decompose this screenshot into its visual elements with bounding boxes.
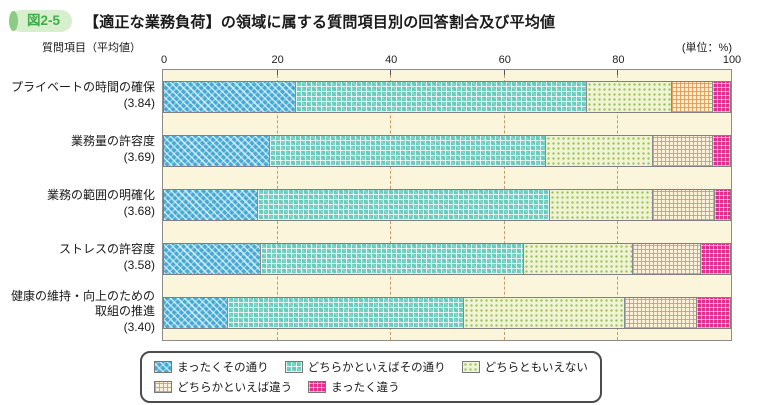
category-name: プライベートの時間の確保 xyxy=(10,80,155,95)
plot-area xyxy=(162,69,732,341)
bar-segment xyxy=(670,82,712,112)
axis-tick-mark xyxy=(617,70,619,75)
bar-segment xyxy=(164,136,270,166)
legend-row: どちらかといえば違う まったく違う xyxy=(154,377,588,397)
category-average: (3.40) xyxy=(123,319,155,334)
category-name: 業務の範囲の明確化 xyxy=(46,188,155,203)
axis-tick: 20 xyxy=(271,54,284,66)
bar-segment xyxy=(269,136,546,166)
legend-item: まったく違う xyxy=(308,379,400,395)
category-name: ストレスの許容度 xyxy=(58,242,155,257)
unit-label: (単位：%) xyxy=(681,42,732,54)
axis-tick: 0 xyxy=(160,54,168,66)
question-items-label: 質問項目（平均値） xyxy=(42,42,141,54)
bar-segment xyxy=(711,82,730,112)
legend-label: どちらかといえばその通り xyxy=(307,362,446,374)
legend-swatch xyxy=(308,381,327,393)
bar-segment xyxy=(226,298,464,328)
axis-tick-mark xyxy=(390,70,392,75)
bar-segment xyxy=(164,190,258,220)
category-label: ストレスの許容度 (3.58) xyxy=(10,231,162,285)
bar-row xyxy=(163,232,731,286)
bar-segment xyxy=(260,244,523,274)
legend-swatch xyxy=(461,361,480,373)
bar-segment xyxy=(257,190,549,220)
axis-tick: 60 xyxy=(498,54,511,66)
bar-segment xyxy=(295,82,587,112)
legend-swatch xyxy=(154,381,173,393)
bar-segment xyxy=(652,190,715,220)
category-name: 業務量の許容度 xyxy=(70,134,155,149)
stacked-bar xyxy=(163,243,731,275)
category-label: 業務の範囲の明確化 (3.68) xyxy=(10,177,162,231)
bar-segment xyxy=(714,190,730,220)
axis-tick: 80 xyxy=(612,54,625,66)
category-label: 業務量の許容度 (3.69) xyxy=(10,123,162,177)
stacked-bar xyxy=(163,189,731,221)
legend-row: まったくその通り どちらかといえばその通り どちらともいえない xyxy=(154,357,588,377)
bar-segment xyxy=(522,244,632,274)
figure-header: 図2-5 【適正な業務負荷】の領域に属する質問項目別の回答割合及び平均値 xyxy=(8,8,732,34)
bar-row xyxy=(163,178,731,232)
bar-segment xyxy=(652,136,712,166)
bar-segment xyxy=(164,82,296,112)
stacked-bar xyxy=(163,135,731,167)
legend-item: どちらかといえばその通り xyxy=(284,359,446,375)
category-label: 健康の維持・向上のための 取組の推進 (3.40) xyxy=(10,285,162,339)
bar-row xyxy=(163,124,731,178)
category-labels: プライベートの時間の確保 (3.84) 業務量の許容度 (3.69) 業務の範囲の明確化… xyxy=(10,69,162,341)
axis-tick-mark xyxy=(503,70,505,75)
legend-item: まったくその通り xyxy=(154,359,269,375)
legend-box: まったくその通り どちらかといえばその通り どちらともいえないどちらかといえば違う ま… xyxy=(140,351,602,403)
category-average: (3.68) xyxy=(123,204,155,218)
category-name: 健康の維持・向上のための 取組の推進 xyxy=(10,288,155,319)
bar-segment xyxy=(463,298,624,328)
legend-label: まったくその通り xyxy=(177,362,269,374)
bar-segment xyxy=(545,136,653,166)
legend-item: どちらかといえば違う xyxy=(154,379,292,395)
bar-segment xyxy=(696,298,730,328)
bar-segment xyxy=(164,298,227,328)
category-label: プライベートの時間の確保 (3.84) xyxy=(10,69,162,123)
bar-row xyxy=(163,70,731,124)
stacked-bar xyxy=(163,81,731,113)
axis-tick-mark xyxy=(276,70,278,75)
legend-label: どちらともいえない xyxy=(484,362,588,374)
legend-item: どちらともいえない xyxy=(461,359,588,375)
figure-number-badge: 図2-5 xyxy=(8,9,73,33)
legend-label: まったく違う xyxy=(331,382,400,394)
bar-segment xyxy=(711,136,730,166)
category-average: (3.69) xyxy=(123,150,155,164)
legend-swatch xyxy=(154,361,173,373)
bar-segment xyxy=(631,244,700,274)
legend-label: どちらかといえば違う xyxy=(177,382,293,394)
stacked-bar xyxy=(163,297,731,329)
bar-segment xyxy=(586,82,671,112)
axis-tick: 40 xyxy=(385,54,398,66)
bar-segment xyxy=(623,298,696,328)
bar-segment xyxy=(164,244,261,274)
axis-ticks: 0 20 40 60 80 100 xyxy=(160,54,741,69)
bar-segment xyxy=(548,190,653,220)
axis-caption-row: 質問項目（平均値） (単位：%) xyxy=(10,39,732,54)
bar-row xyxy=(163,286,731,340)
axis-tick: 100 xyxy=(722,54,742,66)
figure-title: 【適正な業務負荷】の領域に属する質問項目別の回答割合及び平均値 xyxy=(84,13,556,31)
legend-swatch xyxy=(284,361,303,373)
category-average: (3.58) xyxy=(123,258,155,272)
bar-segment xyxy=(699,244,730,274)
stacked-bar-chart: プライベートの時間の確保 (3.84) 業務量の許容度 (3.69) 業務の範囲の明確化… xyxy=(10,69,732,341)
category-average: (3.84) xyxy=(123,96,155,110)
